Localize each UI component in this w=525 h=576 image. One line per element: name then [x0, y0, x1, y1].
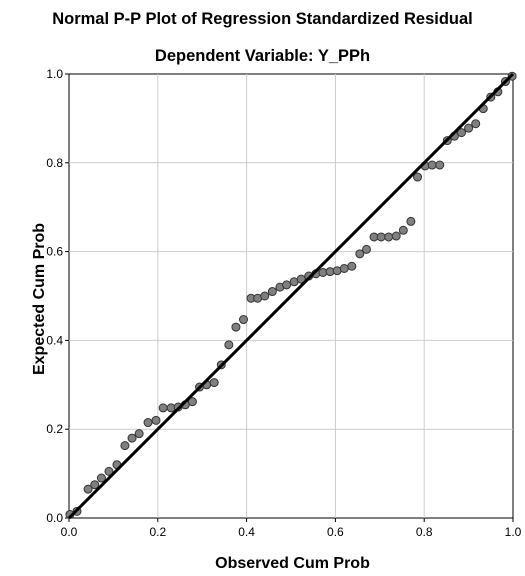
data-point: [464, 123, 474, 133]
data-point: [471, 119, 481, 129]
x-tick-label: 0.8: [416, 525, 433, 539]
axis-ticks: 0.0 0.2 0.4 0.6 0.8 1.0 0.0 0.2 0.4 0.6 0.8 1.0: [46, 67, 521, 539]
data-point: [406, 216, 416, 226]
x-tick-label: 1.0: [505, 525, 522, 539]
x-tick-label: 0.2: [149, 525, 166, 539]
data-point: [158, 403, 168, 413]
chart-subtitle: Dependent Variable: Y_PPh: [154, 47, 371, 65]
data-point: [96, 473, 106, 483]
data-point: [151, 415, 161, 425]
data-point: [427, 160, 437, 170]
data-point: [209, 378, 219, 388]
y-tick-label: 0.6: [46, 245, 63, 259]
data-point: [391, 231, 401, 241]
data-point: [296, 274, 306, 284]
data-point: [384, 232, 394, 242]
data-point: [456, 128, 466, 138]
data-point: [398, 225, 408, 235]
data-point: [355, 249, 365, 259]
data-point: [90, 480, 100, 490]
grid-lines: [69, 74, 513, 518]
data-point: [224, 340, 234, 350]
data-point: [238, 315, 248, 325]
data-point: [187, 397, 197, 407]
data-point: [347, 261, 357, 271]
data-point: [376, 232, 386, 242]
x-tick-label: 0.0: [61, 525, 78, 539]
x-tick-label: 0.6: [327, 525, 344, 539]
data-point: [127, 433, 137, 443]
data-point: [260, 291, 270, 301]
data-point: [267, 287, 277, 297]
data-point: [120, 441, 130, 451]
chart-title: Normal P-P Plot of Regression Standardiz…: [52, 10, 473, 28]
y-tick-label: 0.8: [46, 156, 63, 170]
x-tick-label: 0.4: [238, 525, 255, 539]
x-axis-title: Observed Cum Prob: [215, 555, 370, 572]
data-point: [339, 263, 349, 273]
reference-line: [67, 72, 515, 520]
data-point: [134, 429, 144, 439]
y-axis-title: Expected Cum Prob: [31, 222, 48, 376]
y-tick-label: 1.0: [46, 67, 63, 81]
y-tick-label: 0.2: [46, 422, 63, 436]
data-point: [83, 484, 93, 494]
data-point: [435, 160, 445, 170]
data-point: [104, 466, 114, 476]
data-point: [361, 244, 371, 254]
data-point: [413, 172, 423, 182]
y-tick-label: 0.0: [46, 511, 63, 525]
data-point: [282, 280, 292, 290]
y-tick-label: 0.4: [46, 333, 63, 347]
data-point: [231, 322, 241, 332]
data-point: [143, 418, 153, 428]
